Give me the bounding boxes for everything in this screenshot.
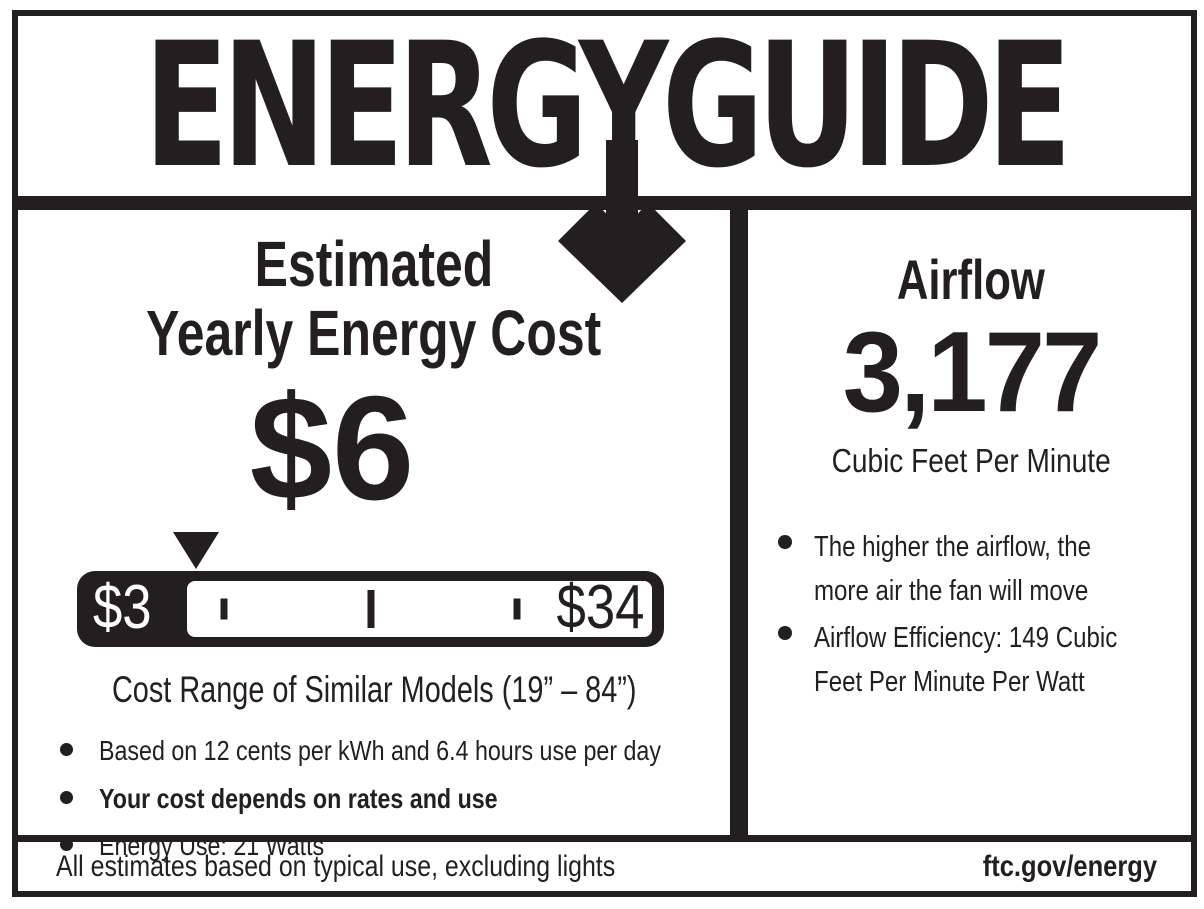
scale-max-label: $34 <box>556 573 644 643</box>
footer: All estimates based on typical use, excl… <box>18 842 1191 891</box>
footer-note: All estimates based on typical use, excl… <box>56 849 616 883</box>
cost-heading: Estimated Yearly Energy Cost <box>18 228 730 370</box>
cost-range-bar: $3 $34 <box>77 532 664 648</box>
airflow-panel: Airflow 3,177 Cubic Feet Per Minute The … <box>748 210 1194 835</box>
cost-panel: Estimated Yearly Energy Cost $6 $3 $34 C… <box>18 210 730 861</box>
bullet-item: Your cost depends on rates and use <box>60 783 730 815</box>
yearly-cost-value: $6 <box>249 366 415 532</box>
scale-track <box>187 581 652 638</box>
bullet-item: Energy Use: 21 Watts <box>60 830 730 862</box>
main-panels: Estimated Yearly Energy Cost $6 $3 $34 C… <box>18 210 1194 861</box>
airflow-unit: Cubic Feet Per Minute <box>831 442 1111 479</box>
footer-divider <box>18 835 1191 842</box>
scale-tick <box>513 598 521 620</box>
bullet-item: Airflow Efficiency: 149 Cubic Feet Per M… <box>778 617 1194 704</box>
airflow-bullet-list: The higher the airflow, the more air the… <box>778 526 1194 704</box>
cost-heading-line2: Yearly Energy Cost <box>146 297 602 370</box>
scale-min-label: $3 <box>93 573 152 643</box>
panel-divider <box>730 210 748 835</box>
scale-tick <box>367 590 374 629</box>
bullet-dot <box>778 535 792 549</box>
airflow-value: 3,177 <box>842 309 1103 436</box>
cost-bullet-list: Based on 12 cents per kWh and 6.4 hours … <box>60 735 730 862</box>
bullet-dot <box>60 743 73 757</box>
cost-heading-line1: Estimated <box>254 228 494 300</box>
airflow-heading: Airflow <box>896 248 1046 311</box>
bullet-item: Based on 12 cents per kWh and 6.4 hours … <box>60 735 730 767</box>
scale-tick <box>220 598 228 620</box>
bullet-dot <box>778 626 792 640</box>
header-divider <box>18 196 1191 210</box>
bullet-dot <box>60 837 73 851</box>
energyguide-label: ENERGYGUIDE Estimated Yearly Energy Cost… <box>12 10 1197 897</box>
bullet-item: The higher the airflow, the more air the… <box>778 526 1194 613</box>
down-arrow-icon <box>558 140 686 303</box>
ftc-url: ftc.gov/energy <box>982 849 1157 883</box>
bullet-dot <box>60 790 73 804</box>
cost-range-scale: $3 $34 <box>77 571 664 648</box>
range-caption: Cost Range of Similar Models (19” – 84”) <box>111 669 637 711</box>
cost-marker-icon <box>173 532 219 570</box>
